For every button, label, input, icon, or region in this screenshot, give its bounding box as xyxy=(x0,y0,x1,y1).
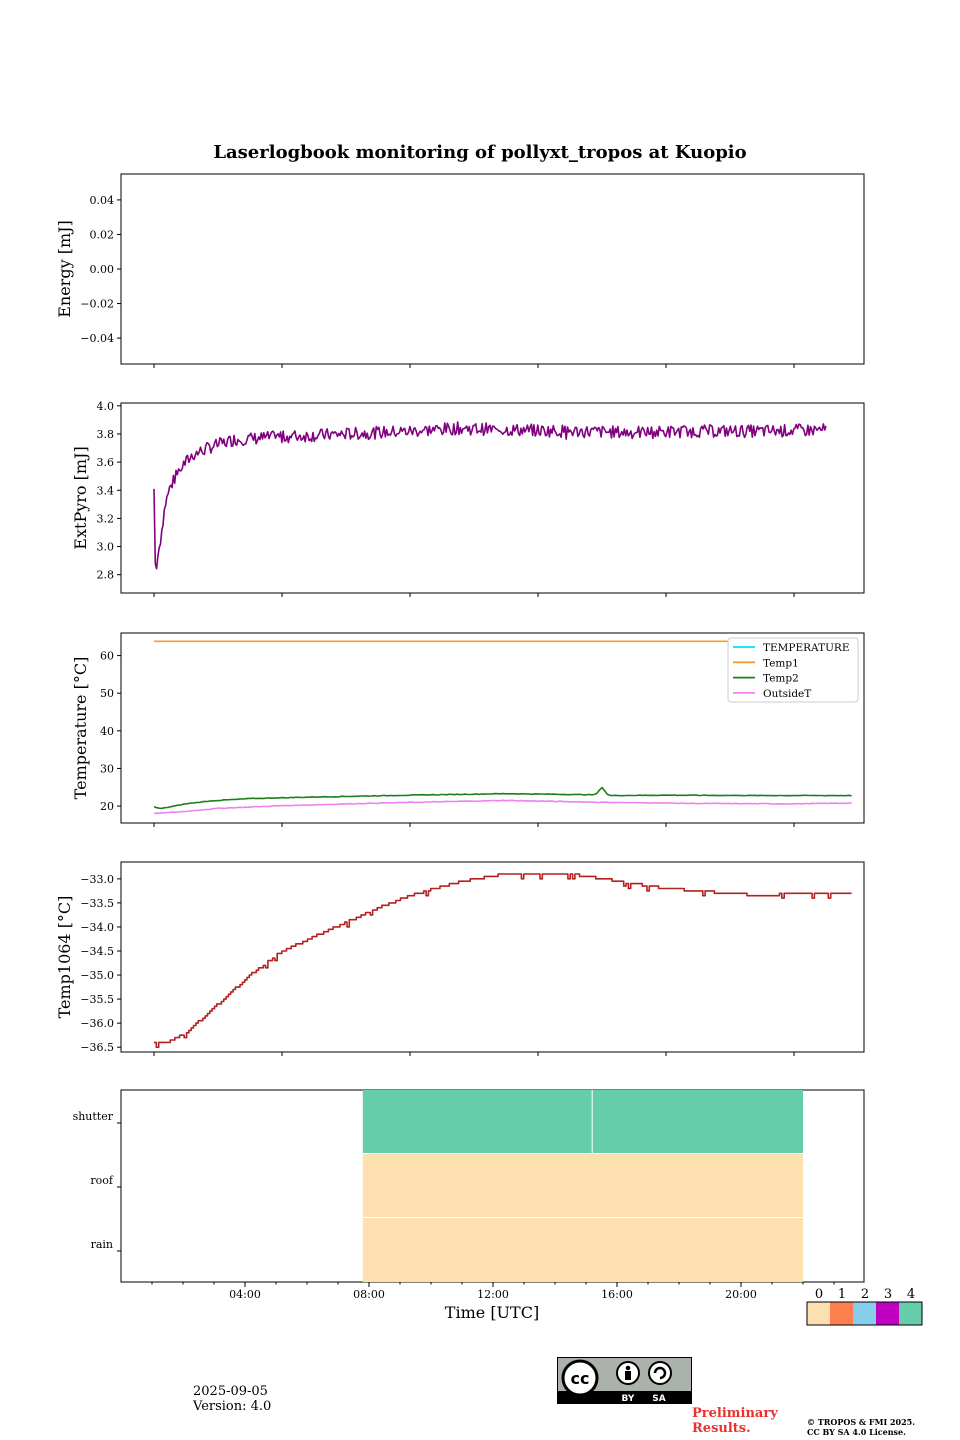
status-segment-rain xyxy=(362,1218,803,1282)
y-axis-label: ExtPyro [mJ] xyxy=(71,446,90,549)
y-tick-label: 3.2 xyxy=(97,512,115,525)
y-tick-label: 4.0 xyxy=(97,400,115,413)
axes-frame xyxy=(120,173,865,365)
preliminary-line-2: Results. xyxy=(692,1421,751,1436)
date-version-block: 2025-09-05 Version: 4.0 xyxy=(193,1384,271,1414)
panel-temperature: 60 50 40 30 20 Temperature [°C] TEMPERATURE Tem… xyxy=(71,632,865,827)
y-tick-label: 3.4 xyxy=(97,484,115,497)
y-tick-label: −0.02 xyxy=(80,298,114,311)
colorbar-label: 4 xyxy=(907,1287,915,1302)
panel-temp1064: −33.0 −33.5 −34.0 −34.5 −35.0 −35.5 −36.0 −36.5… xyxy=(55,861,865,1056)
status-panel: shutter roof rain 04:00 08:00 12:00 16:00 20:00 xyxy=(73,1089,865,1301)
status-segment-shutter xyxy=(362,1090,593,1153)
y-tick-label: 2.8 xyxy=(97,569,115,582)
status-segment-shutter xyxy=(592,1090,803,1153)
y-tick-label: −35.0 xyxy=(80,969,114,982)
cc-by-sa-logo: cc BY SA xyxy=(557,1357,692,1404)
y-tick-label: 40 xyxy=(100,725,114,738)
y-axis-label: Energy [mJ] xyxy=(55,220,74,318)
version-label: Version: 4.0 xyxy=(193,1399,272,1414)
y-tick-label: 3.8 xyxy=(97,428,115,441)
colorbar-swatch xyxy=(807,1302,830,1325)
legend: TEMPERATURE Temp1 Temp2 OutsideT xyxy=(727,637,859,703)
series-line-outsidet xyxy=(153,799,852,815)
colorbar-label: 3 xyxy=(884,1287,892,1302)
status-row-label: shutter xyxy=(73,1110,114,1123)
colorbar-swatch xyxy=(899,1302,922,1325)
y-tick-label: 3.6 xyxy=(97,456,115,469)
series-line-temp1064 xyxy=(154,873,852,1048)
colorbar-frame xyxy=(806,1301,923,1326)
status-row-label: roof xyxy=(90,1174,114,1187)
legend-entry: OutsideT xyxy=(763,688,811,700)
cc-sa-label: SA xyxy=(652,1394,665,1404)
colorbar-swatch xyxy=(876,1302,899,1325)
panel-extpyro: 4.0 3.8 3.6 3.4 3.2 3.0 2.8 ExtPyro [mJ] xyxy=(71,400,865,597)
status-row-label: rain xyxy=(91,1238,113,1251)
status-segment-roof xyxy=(362,1154,803,1217)
status-x-tick-label: 04:00 xyxy=(229,1288,261,1301)
preliminary-results-note: Preliminary Results. xyxy=(692,1406,778,1436)
y-tick-label: 30 xyxy=(100,762,114,775)
cc-by-label: BY xyxy=(622,1394,635,1404)
series-line-temp2 xyxy=(153,786,852,810)
svg-text:cc: cc xyxy=(571,1369,590,1388)
y-axis-label: Temperature [°C] xyxy=(71,657,90,800)
copyright-line-1: © TROPOS & FMI 2025. xyxy=(807,1417,916,1427)
colorbar-label: 2 xyxy=(861,1287,869,1302)
y-tick-label: 50 xyxy=(100,687,114,700)
y-tick-label: −33.5 xyxy=(80,897,114,910)
series-line-extpyro xyxy=(153,421,827,570)
report-date: 2025-09-05 xyxy=(193,1384,268,1399)
copyright-line-2: CC BY SA 4.0 License. xyxy=(807,1427,906,1437)
chart-title: Laserlogbook monitoring of pollyxt_tropo… xyxy=(213,142,746,163)
status-x-tick-label: 08:00 xyxy=(353,1288,385,1301)
plot-area: 0.04 0.02 0.00 −0.02 −0.04 Energy [mJ] 4.0 3.8 3… xyxy=(55,173,865,1056)
y-tick-label: 20 xyxy=(100,800,114,813)
cc-icon xyxy=(561,1359,599,1397)
y-tick-label: 0.00 xyxy=(90,263,115,276)
status-x-tick-label: 16:00 xyxy=(601,1288,633,1301)
status-x-tick-label: 12:00 xyxy=(477,1288,509,1301)
x-axis-label: Time [UTC] xyxy=(445,1303,539,1322)
status-x-tick-label: 20:00 xyxy=(725,1288,757,1301)
colorbar-label: 1 xyxy=(838,1287,846,1302)
y-axis-label: Temp1064 [°C] xyxy=(55,896,74,1019)
legend-entry: Temp1 xyxy=(763,657,799,669)
y-tick-label: −33.0 xyxy=(80,873,114,886)
sa-share-icon xyxy=(648,1361,672,1385)
y-tick-label: −34.0 xyxy=(80,921,114,934)
y-tick-label: −36.5 xyxy=(80,1041,114,1054)
y-tick-label: −34.5 xyxy=(80,945,114,958)
y-tick-label: −35.5 xyxy=(80,993,114,1006)
y-tick-label: −0.04 xyxy=(80,332,114,345)
preliminary-line-1: Preliminary xyxy=(692,1406,778,1421)
colorbar-swatch xyxy=(853,1302,876,1325)
y-tick-label: 0.04 xyxy=(90,194,115,207)
legend-frame xyxy=(727,637,859,703)
colorbar-swatch xyxy=(830,1302,853,1325)
y-tick-label: 60 xyxy=(100,650,114,663)
panel-energy: 0.04 0.02 0.00 −0.02 −0.04 Energy [mJ] xyxy=(55,173,865,368)
y-tick-label: 0.02 xyxy=(90,228,115,241)
y-tick-label: −36.0 xyxy=(80,1017,114,1030)
y-tick-label: 3.0 xyxy=(97,541,115,554)
colorbar-label: 0 xyxy=(815,1287,823,1302)
axes-frame xyxy=(120,861,865,1053)
legend-entry: TEMPERATURE xyxy=(763,642,850,654)
legend-entry: Temp2 xyxy=(763,673,799,685)
copyright-notice: © TROPOS & FMI 2025. CC BY SA 4.0 Licens… xyxy=(807,1417,915,1437)
